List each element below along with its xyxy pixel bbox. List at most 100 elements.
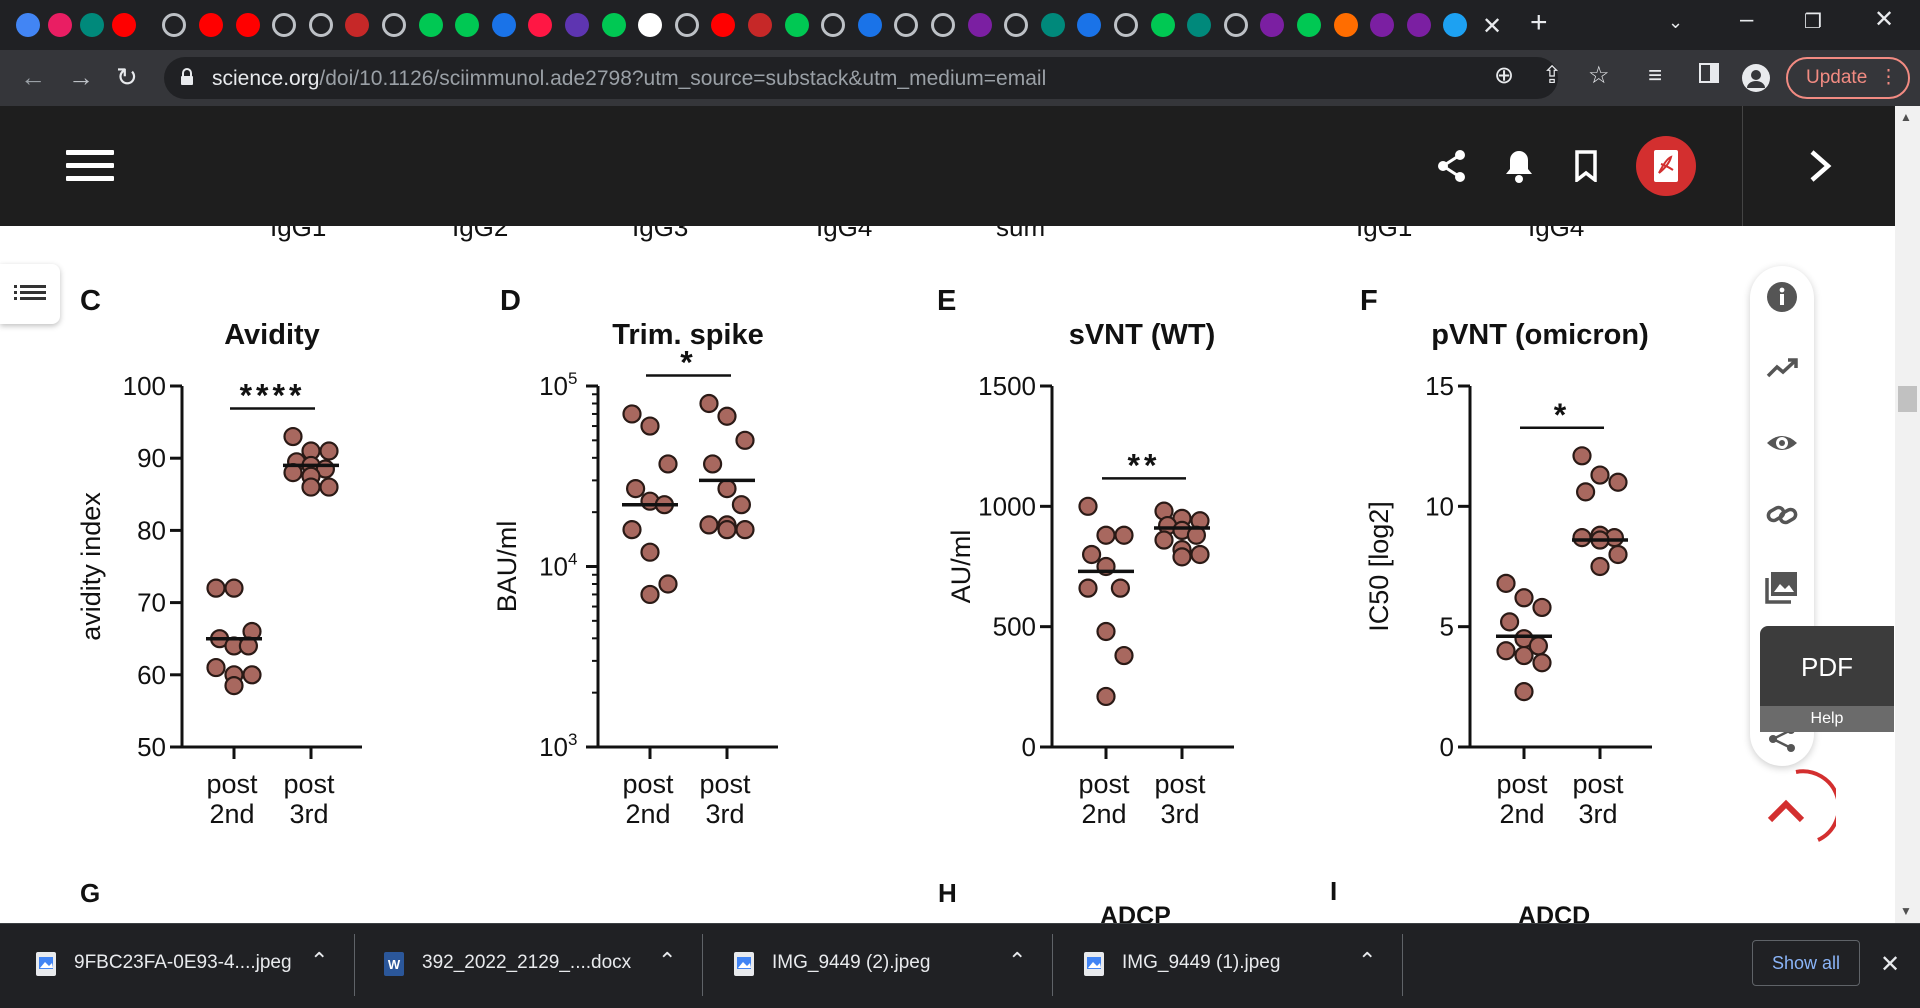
tab-favicon[interactable] bbox=[1443, 13, 1468, 37]
profile-avatar[interactable] bbox=[1742, 64, 1770, 92]
share-icon[interactable] bbox=[1436, 148, 1468, 189]
bell-icon[interactable] bbox=[1504, 148, 1534, 189]
tab-favicon[interactable] bbox=[931, 13, 955, 37]
page-scrollbar[interactable] bbox=[1895, 106, 1920, 923]
tab-favicon[interactable] bbox=[528, 13, 553, 37]
back-to-top-button[interactable] bbox=[1756, 768, 1841, 853]
help-label[interactable]: Help bbox=[1760, 706, 1894, 732]
close-tab-icon[interactable]: ✕ bbox=[1482, 13, 1503, 40]
tab-favicon[interactable] bbox=[308, 13, 333, 37]
data-point bbox=[1114, 525, 1134, 545]
minimize-button[interactable]: – bbox=[1740, 6, 1754, 33]
window-close-button[interactable]: ✕ bbox=[1874, 6, 1895, 33]
bookmark-icon[interactable] bbox=[1574, 150, 1598, 187]
link-icon[interactable] bbox=[1765, 498, 1799, 532]
media-control-icon[interactable]: ≡ bbox=[1648, 62, 1663, 89]
download-item[interactable]: IMG_9449 (1).jpeg bbox=[1122, 952, 1281, 973]
y-tick-label: 10 bbox=[539, 732, 568, 762]
tab-favicon[interactable] bbox=[1333, 13, 1358, 37]
tab-favicon[interactable] bbox=[967, 13, 992, 37]
tab-favicon[interactable] bbox=[894, 13, 919, 37]
data-point bbox=[1590, 465, 1610, 485]
metrics-icon[interactable] bbox=[1765, 352, 1799, 386]
tab-favicon[interactable] bbox=[1187, 13, 1212, 37]
info-icon[interactable] bbox=[1765, 280, 1799, 314]
share-page-icon[interactable]: ⇪ bbox=[1542, 62, 1563, 89]
image-gallery-icon[interactable] bbox=[1765, 570, 1799, 604]
data-point bbox=[658, 574, 678, 594]
y-tick-label: 100 bbox=[123, 371, 166, 401]
tab-favicon[interactable] bbox=[821, 13, 846, 37]
tab-search-icon[interactable]: ⌄ bbox=[1668, 12, 1684, 32]
tab-favicon[interactable] bbox=[784, 13, 809, 37]
tab-favicon[interactable] bbox=[638, 13, 663, 37]
tab-favicon[interactable] bbox=[16, 13, 40, 37]
tab-favicon[interactable] bbox=[1040, 13, 1065, 37]
tab-favicon[interactable] bbox=[601, 13, 626, 37]
tab-favicon[interactable] bbox=[857, 13, 882, 37]
data-point bbox=[640, 542, 660, 562]
address-bar[interactable] bbox=[164, 57, 1558, 99]
download-item[interactable]: 392_2022_2129_....docx bbox=[422, 952, 632, 973]
pdf-help-popover[interactable]: PDF Help bbox=[1760, 626, 1894, 732]
tab-favicon[interactable] bbox=[199, 13, 223, 37]
download-options-chevron-icon[interactable]: ⌃ bbox=[310, 948, 329, 973]
tab-favicon[interactable] bbox=[711, 13, 736, 37]
menu-icon[interactable] bbox=[66, 150, 114, 182]
tab-favicon[interactable] bbox=[455, 13, 480, 37]
scroll-down-arrow[interactable]: ▼ bbox=[1900, 904, 1912, 918]
download-options-chevron-icon[interactable]: ⌃ bbox=[1358, 948, 1377, 973]
tab-favicon[interactable] bbox=[418, 13, 443, 37]
tab-favicon[interactable] bbox=[748, 13, 772, 37]
url-text[interactable]: science.org/doi/10.1126/sciimmunol.ade27… bbox=[212, 67, 1046, 91]
download-options-chevron-icon[interactable]: ⌃ bbox=[658, 948, 677, 973]
pdf-download-button[interactable] bbox=[1636, 136, 1696, 196]
show-all-button[interactable]: Show all bbox=[1752, 940, 1860, 986]
download-options-chevron-icon[interactable]: ⌃ bbox=[1008, 948, 1027, 973]
scroll-up-arrow[interactable]: ▲ bbox=[1900, 110, 1912, 124]
bookmark-star-icon[interactable]: ☆ bbox=[1588, 62, 1610, 89]
tab-favicon[interactable] bbox=[345, 13, 370, 37]
tab-favicon[interactable] bbox=[1004, 13, 1029, 37]
side-panel-icon[interactable] bbox=[1698, 62, 1720, 89]
y-axis-label: BAU/ml bbox=[492, 521, 522, 613]
zoom-icon[interactable]: ⊕ bbox=[1494, 62, 1515, 89]
panel-letter: C bbox=[80, 285, 101, 317]
tab-favicon[interactable] bbox=[112, 13, 136, 37]
close-downloads-icon[interactable]: ✕ bbox=[1880, 951, 1901, 978]
tab-favicon[interactable] bbox=[162, 13, 187, 37]
new-tab-button[interactable]: + bbox=[1530, 6, 1548, 39]
next-arrow-icon[interactable] bbox=[1806, 148, 1834, 189]
scrollbar-thumb[interactable] bbox=[1898, 386, 1917, 412]
tab-favicon[interactable] bbox=[1297, 13, 1321, 37]
tab-favicon[interactable] bbox=[1077, 13, 1102, 37]
table-of-contents-button[interactable] bbox=[0, 264, 60, 324]
data-point bbox=[640, 416, 660, 436]
tab-favicon[interactable] bbox=[80, 13, 104, 37]
tab-favicon[interactable] bbox=[1114, 13, 1138, 37]
update-button[interactable]: Update ⋮ bbox=[1786, 57, 1910, 99]
back-button[interactable]: ← bbox=[20, 62, 46, 92]
tab-favicon[interactable] bbox=[1223, 13, 1248, 37]
tab-favicon[interactable] bbox=[1150, 13, 1175, 37]
tab-favicon[interactable] bbox=[235, 13, 260, 37]
pdf-label[interactable]: PDF bbox=[1801, 652, 1853, 682]
tab-favicon[interactable] bbox=[272, 13, 297, 37]
tab-favicon[interactable] bbox=[1406, 13, 1431, 37]
restore-button[interactable]: ❐ bbox=[1804, 11, 1822, 33]
tab-favicon[interactable] bbox=[565, 13, 589, 37]
forward-button[interactable]: → bbox=[68, 62, 94, 92]
y-tick-label: 10 bbox=[539, 552, 568, 582]
data-point bbox=[622, 520, 642, 540]
tab-favicon[interactable] bbox=[382, 13, 406, 37]
tab-favicon[interactable] bbox=[1260, 13, 1285, 37]
tab-favicon[interactable] bbox=[491, 13, 516, 37]
tab-favicon[interactable] bbox=[48, 13, 72, 37]
tab-favicon[interactable] bbox=[674, 13, 699, 37]
download-item[interactable]: IMG_9449 (2).jpeg bbox=[772, 952, 931, 973]
tab-favicon[interactable] bbox=[1370, 13, 1395, 37]
download-item[interactable]: 9FBC23FA-0E93-4....jpeg bbox=[74, 952, 292, 973]
reload-button[interactable]: ↻ bbox=[116, 62, 138, 92]
x-tick-label: 3rd bbox=[1160, 799, 1199, 829]
eye-icon[interactable] bbox=[1765, 426, 1799, 460]
